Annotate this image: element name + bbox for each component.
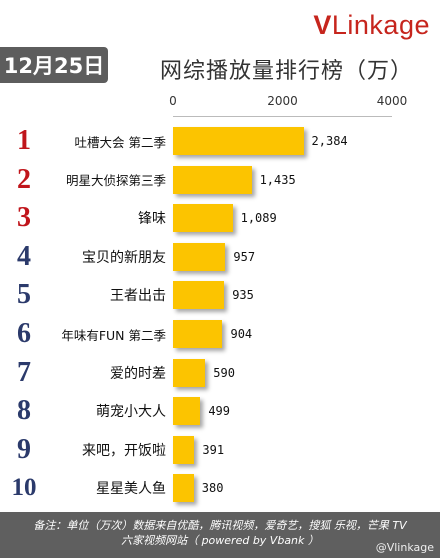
show-name: 星星美人鱼 [96,481,166,498]
bar [173,397,201,426]
bar-value-label: 1,435 [259,172,296,187]
ranking-row: 10 星星美人鱼 380 [0,470,440,506]
x-tick-label: 4000 [376,94,408,108]
show-name: 萌宠小大人 [96,404,166,421]
bar [173,435,195,464]
bar-value-label: 904 [230,327,253,341]
ranking-row: 5 王者出击 935 [0,277,440,313]
ranking-row: 3 锋味 1,089 [0,200,440,236]
ranking-row: 1 吐槽大会 第二季 2,384 [0,123,440,159]
ranking-row: 4 宝贝的新朋友 957 [0,239,440,275]
rank-number: 8 [17,395,31,427]
brand-logo-rest: Linkage [331,10,430,40]
ranking-row: 2 明星大侦探第三季 1,435 [0,162,440,198]
bar [173,165,252,194]
show-name: 锋味 [138,211,166,228]
ranking-row: 6 年味有FUN 第二季 904 [0,316,440,352]
rank-number: 5 [17,279,31,311]
rank-number: 1 [17,125,31,156]
x-axis-line [173,116,392,117]
show-name: 吐槽大会 第二季 [74,134,166,150]
rank-number: 9 [17,433,31,465]
bar-value-label: 499 [208,404,230,419]
bar-value-label: 1,089 [240,211,277,226]
bar [173,320,223,348]
rank-number: 2 [17,163,31,195]
bar-value-label: 391 [202,442,225,457]
x-tick-label: 2000 [267,94,298,108]
brand-logo-prefix: V [313,10,332,40]
footer-line-1: 备注：单位（万次）数据来自优酷，腾讯视频，爱奇艺，搜狐 乐视，芒果 TV [33,519,407,532]
bar [173,204,233,233]
show-name: 来吧，开饭啦 [82,442,166,459]
ranking-row: 8 萌宠小大人 499 [0,393,440,429]
bar [173,474,194,503]
bar [173,242,226,271]
show-name: 王者出击 [110,288,166,305]
bar-value-label: 380 [201,481,224,496]
ranking-row: 7 爱的时差 590 [0,355,440,391]
rank-number: 3 [17,202,31,234]
footer-note: 备注：单位（万次）数据来自优酷，腾讯视频，爱奇艺，搜狐 乐视，芒果 TV 六家视… [0,512,440,558]
bar [173,281,225,310]
bar-value-label: 590 [213,365,235,380]
bar-value-label: 957 [233,249,256,264]
bar-value-label: 2,384 [311,134,348,148]
ranking-row: 9 来吧，开饭啦 391 [0,432,440,468]
date-tab: 12月25日 [0,47,108,83]
footer-line-2: 六家视频网站（ powered by Vbank ） [121,534,319,547]
rank-number: 7 [17,356,31,388]
brand-logo: VLinkage [313,10,430,41]
show-name: 爱的时差 [110,365,166,382]
rank-number: 6 [17,318,31,349]
x-tick-label: 0 [169,94,177,108]
bar-value-label: 935 [232,288,254,303]
bar [173,358,206,387]
show-name: 年味有FUN 第二季 [61,327,166,343]
rank-number: 10 [11,474,37,502]
rank-number: 4 [17,240,31,272]
show-name: 宝贝的新朋友 [82,249,166,266]
x-axis-ticks: 0 2000 4000 [0,94,440,114]
chart-title: 网综播放量排行榜（万） [160,59,414,84]
watermark: @Vlinkage [375,541,434,554]
bar [173,127,304,155]
show-name: 明星大侦探第三季 [65,173,166,189]
